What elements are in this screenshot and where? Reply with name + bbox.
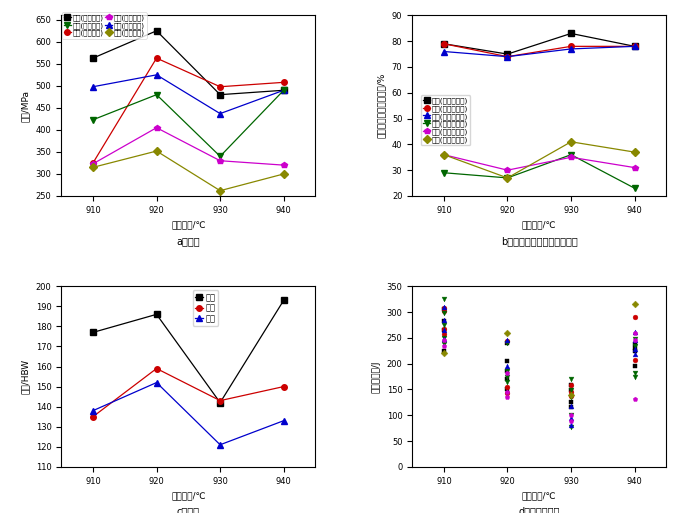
Text: a）强度: a）强度 [177,235,200,246]
Point [439,340,449,348]
Point [502,385,513,393]
Point [502,393,513,401]
Point [502,357,513,365]
Point [629,313,640,321]
Point [629,345,640,353]
Point [502,367,513,376]
Point [566,393,577,401]
Point [502,339,513,347]
Point [439,315,449,324]
Point [439,306,449,314]
Point [439,321,449,329]
Point [629,394,640,403]
Point [629,356,640,364]
X-axis label: 正火温度/℃: 正火温度/℃ [171,491,205,500]
Point [502,389,513,397]
Point [566,390,577,399]
Point [566,375,577,383]
Text: d）冲击吸收功: d）冲击吸收功 [519,506,560,513]
Point [439,295,449,303]
Point [566,386,577,394]
Point [629,342,640,350]
Point [439,304,449,312]
Point [629,347,640,355]
Point [502,369,513,377]
Point [502,339,513,347]
Point [629,337,640,345]
Point [502,383,513,391]
Point [502,337,513,345]
Point [566,421,577,429]
Point [502,338,513,346]
Point [566,398,577,406]
Point [439,303,449,311]
Point [502,388,513,396]
Point [566,423,577,431]
Legend: 水冷, 喷淤, 空冷: 水冷, 喷淤, 空冷 [192,290,218,326]
Point [502,329,513,337]
Point [566,388,577,396]
Point [566,386,577,394]
Point [439,349,449,358]
Point [629,350,640,359]
Point [629,344,640,352]
Point [439,305,449,313]
Point [566,391,577,400]
Point [502,362,513,370]
Point [566,413,577,422]
Point [566,411,577,419]
Point [502,375,513,383]
Point [439,337,449,345]
Point [502,367,513,376]
X-axis label: 正火温度/℃: 正火温度/℃ [522,220,556,229]
Point [629,369,640,377]
Point [439,326,449,334]
Point [566,381,577,389]
Point [566,403,577,411]
Point [629,340,640,348]
Point [629,337,640,345]
Legend: 水冷(断面收缩率), 喷淤(断面收缩率), 空冷(断面收缩率), 水冷(断后伸长率), 喷淤(断后伸长率), 空冷(断后伸长率): 水冷(断面收缩率), 喷淤(断面收缩率), 空冷(断面收缩率), 水冷(断后伸长… [421,95,470,145]
Point [629,335,640,343]
Text: b）断面收缩率及断后伸长率: b）断面收缩率及断后伸长率 [501,235,577,246]
Point [566,402,577,410]
Point [439,317,449,325]
Point [566,411,577,419]
Point [439,347,449,355]
Point [502,372,513,381]
Point [439,334,449,342]
Y-axis label: 断面收缩率及断后伸长/%: 断面收缩率及断后伸长/% [377,73,386,139]
X-axis label: 正火温度/℃: 正火温度/℃ [522,491,556,500]
Point [566,381,577,389]
Y-axis label: 硬度/HBW: 硬度/HBW [21,359,30,394]
Point [439,335,449,343]
Point [629,300,640,308]
Point [629,328,640,336]
Point [439,324,449,332]
Text: c）硬度: c）硬度 [177,506,200,513]
Point [439,342,449,350]
Point [439,309,449,317]
Point [566,417,577,425]
Point [502,378,513,386]
Point [439,326,449,334]
Y-axis label: 冲击吸收功/J: 冲击吸收功/J [372,360,381,393]
Legend: 水冷(抗拉强度), 水冷(屈服强度), 喷淤(抗拉强度), 喷淤(屈服强度), 空冷(抗拉强度), 空冷(屈服强度): 水冷(抗拉强度), 水冷(屈服强度), 喷淤(抗拉强度), 喷淤(屈服强度), … [62,12,147,38]
Point [629,372,640,381]
X-axis label: 正火温度/℃: 正火温度/℃ [171,220,205,229]
Point [629,329,640,337]
Point [629,362,640,370]
Y-axis label: 强度/MPa: 强度/MPa [21,90,30,122]
Point [439,330,449,338]
